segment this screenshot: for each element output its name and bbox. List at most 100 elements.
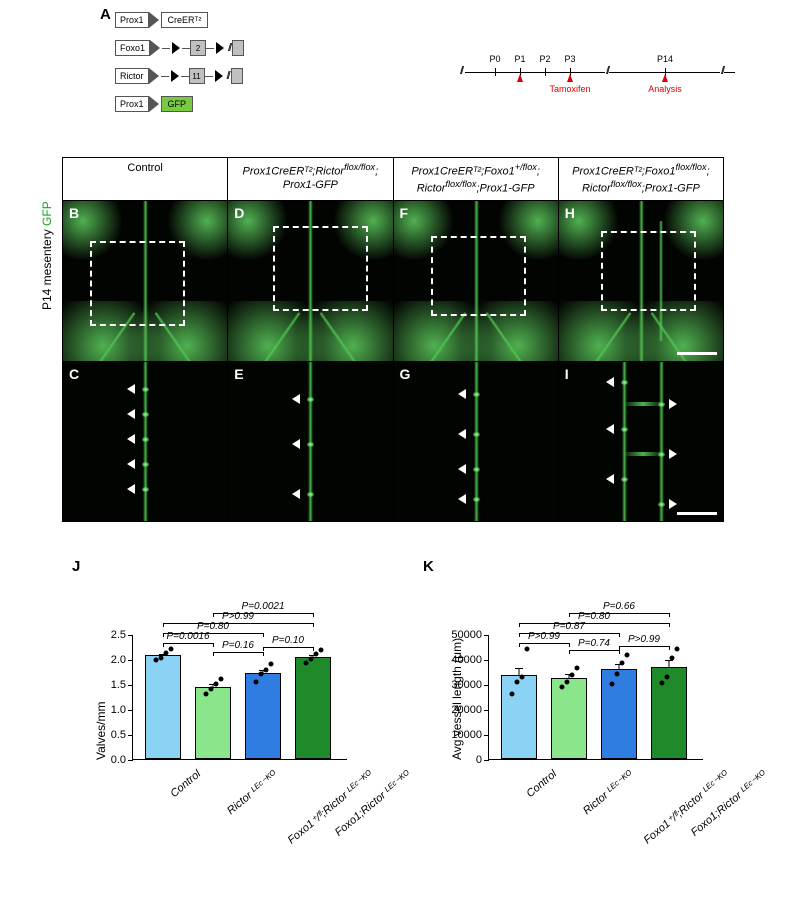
- data-point: [253, 679, 258, 684]
- micrograph: B: [63, 201, 227, 361]
- sub-label: F: [400, 205, 409, 221]
- sig-bracket: [163, 643, 213, 644]
- promoter: Foxo1: [115, 40, 150, 56]
- sub-label: G: [400, 366, 411, 382]
- promoter: Prox1: [115, 12, 149, 28]
- loxp-icon: [171, 70, 179, 82]
- sig-drop: [619, 633, 620, 637]
- valve: [142, 487, 149, 492]
- sig-drop: [213, 652, 214, 656]
- y-tick-label: 0: [476, 754, 482, 766]
- data-point: [263, 668, 268, 673]
- arrowhead-icon: [127, 484, 135, 494]
- bar: [195, 687, 231, 760]
- data-point: [168, 647, 173, 652]
- valve: [142, 462, 149, 467]
- bar: [295, 657, 331, 760]
- data-point: [218, 677, 223, 682]
- data-point: [213, 682, 218, 687]
- timeline-tick-label: P2: [539, 54, 550, 64]
- data-point: [509, 692, 514, 697]
- arrowhead-icon: [606, 424, 614, 434]
- y-tick-label: 1.0: [111, 704, 126, 716]
- timeline-tick: [545, 68, 546, 76]
- data-point: [208, 687, 213, 692]
- sig-bracket: [213, 652, 263, 653]
- arrowhead-icon: [292, 394, 300, 404]
- sig-drop: [669, 613, 670, 617]
- timeline-arrow: [517, 74, 523, 82]
- arrowhead-icon: [127, 384, 135, 394]
- error-cap: [515, 668, 523, 669]
- vessel: [586, 311, 632, 360]
- y-tick-label: 0.0: [111, 754, 126, 766]
- micrograph: F: [394, 201, 558, 361]
- loxp-icon: [216, 42, 224, 54]
- data-point: [624, 653, 629, 658]
- sig-drop: [163, 623, 164, 627]
- y-tick: [128, 710, 133, 711]
- sig-drop: [669, 646, 670, 650]
- timeline-tick-label: P3: [564, 54, 575, 64]
- y-tick: [484, 710, 489, 711]
- loxp-icon: [215, 70, 223, 82]
- timeline-break: //: [720, 65, 724, 77]
- sig-drop: [619, 650, 620, 654]
- sig-drop: [519, 643, 520, 647]
- exon-box: 2: [190, 40, 206, 56]
- line: [161, 76, 169, 77]
- sig-bracket: [213, 613, 313, 614]
- side-label-text: P14 mesentery: [40, 226, 54, 310]
- valve: [621, 427, 628, 432]
- micrograph: E: [228, 361, 392, 521]
- image-column: FG: [394, 201, 559, 521]
- image-column: BC: [63, 201, 228, 521]
- vessel: [255, 311, 301, 360]
- line: [162, 48, 170, 49]
- column-header: Prox1CreERᵀ²;Foxo1+/flox;Rictorflox/flox…: [394, 158, 559, 200]
- valve: [307, 442, 314, 447]
- chart-j: 0.00.51.01.52.02.5P=0.0016P=0.80P=0.16P>…: [82, 563, 372, 873]
- sub-label: H: [565, 205, 575, 221]
- data-point: [524, 647, 529, 652]
- roi-box: [90, 241, 185, 326]
- column-header: Prox1CreERᵀ²;Foxo1flox/flox;Rictorflox/f…: [559, 158, 723, 200]
- timeline-arrow-label: Tamoxifen: [549, 84, 590, 94]
- sig-text: P=0.74: [578, 638, 610, 649]
- arrowhead-icon: [292, 439, 300, 449]
- arrowhead-icon: [458, 494, 466, 504]
- vessel: [484, 311, 530, 360]
- roi-box: [601, 231, 696, 311]
- valve: [658, 402, 665, 407]
- sig-drop: [163, 643, 164, 647]
- data-point: [203, 692, 208, 697]
- sig-drop: [569, 613, 570, 617]
- construct-row: Prox1 CreERᵀ²: [115, 10, 208, 30]
- data-point: [158, 655, 163, 660]
- data-point: [609, 682, 614, 687]
- arrowhead-icon: [127, 434, 135, 444]
- sig-text: P=0.16: [222, 640, 254, 651]
- timeline-axis: [465, 72, 735, 73]
- sub-label: C: [69, 366, 79, 382]
- y-tick-label: 0.5: [111, 729, 126, 741]
- arrowhead-icon: [127, 409, 135, 419]
- micrograph: I: [559, 361, 723, 521]
- sig-text: P=0.66: [603, 601, 635, 612]
- sub-label: B: [69, 205, 79, 221]
- line: [206, 48, 214, 49]
- line: [181, 76, 189, 77]
- sig-drop: [313, 623, 314, 627]
- img-rows: BCDEFGHI: [62, 201, 724, 522]
- sig-drop: [263, 633, 264, 637]
- data-point: [268, 662, 273, 667]
- promoter-arrow: [149, 96, 159, 112]
- sub-label: D: [234, 205, 244, 221]
- sig-bracket: [519, 623, 669, 624]
- valve: [307, 397, 314, 402]
- scalebar: [677, 352, 717, 355]
- plot-area: 0.00.51.01.52.02.5P=0.0016P=0.80P=0.16P>…: [132, 635, 347, 760]
- sig-drop: [213, 643, 214, 647]
- valve: [621, 380, 628, 385]
- micrograph: D: [228, 201, 392, 361]
